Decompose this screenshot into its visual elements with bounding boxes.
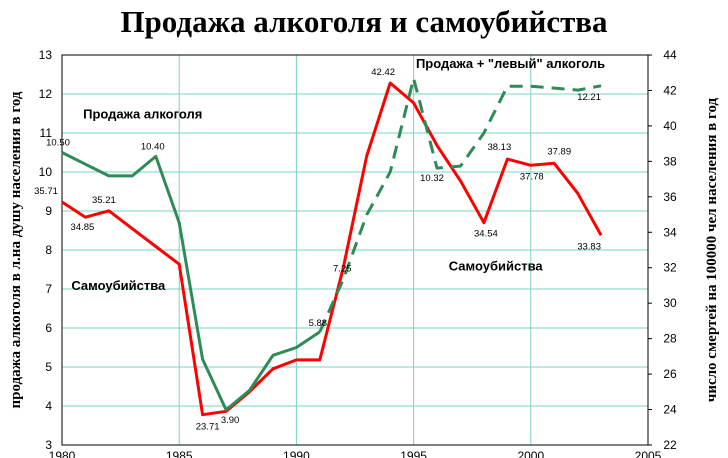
y-tick-label-right: 38 — [663, 154, 677, 168]
y-tick-label-left: 4 — [45, 399, 52, 413]
y-tick-label-left: 3 — [45, 438, 52, 452]
x-tick-label: 1995 — [400, 449, 427, 458]
data-label: 42.42 — [371, 67, 395, 78]
y-tick-label-right: 22 — [663, 438, 677, 452]
data-label: 35.21 — [92, 195, 116, 206]
data-label: 35.71 — [34, 186, 58, 197]
x-tick-label: 1990 — [283, 449, 310, 458]
y-tick-label-right: 44 — [663, 48, 677, 62]
y-tick-label-left: 10 — [39, 165, 53, 179]
series-line-0 — [61, 151, 321, 412]
data-label: 10.40 — [141, 141, 165, 152]
y-tick-label-right: 26 — [663, 367, 677, 381]
y-tick-label-right: 40 — [663, 119, 677, 133]
data-label: 10.50 — [46, 138, 70, 149]
annotation-label: Продажа алкоголя — [83, 107, 202, 122]
y-tick-label-right: 30 — [663, 296, 677, 310]
data-label: 33.83 — [577, 241, 601, 252]
series-line-1 — [318, 76, 602, 333]
y-tick-label-left: 8 — [45, 243, 52, 257]
annotation-label: Самоубийства — [71, 278, 166, 293]
annotations: Продажа алкоголя Продажа + "левый" алкого… — [71, 56, 605, 293]
data-label: 34.85 — [71, 222, 95, 233]
y-tick-label-left: 7 — [45, 282, 52, 296]
y-tick-label-left: 12 — [39, 87, 53, 101]
data-label: 3.90 — [221, 415, 240, 426]
y-tick-label-right: 24 — [663, 403, 677, 417]
y-tick-label-left: 6 — [45, 321, 52, 335]
chart-title: Продажа алкоголя и самоубийства — [120, 4, 608, 39]
y-tick-label-right: 42 — [663, 83, 677, 97]
plot-frame — [61, 54, 649, 446]
data-label: 38.13 — [487, 142, 511, 153]
data-label: 5.88 — [309, 318, 328, 329]
y-tick-label-right: 28 — [663, 332, 677, 346]
y-axis-label-right: число смертей на 100000 чел населения в … — [704, 97, 720, 402]
data-label: 34.54 — [474, 229, 498, 240]
data-label: 7.25 — [333, 263, 352, 274]
y-tick-label-right: 34 — [663, 225, 677, 239]
data-label: 37.89 — [547, 146, 571, 157]
y-tick-label-left: 11 — [40, 126, 53, 140]
x-tick-label: 2005 — [635, 449, 662, 458]
data-label: 37.78 — [520, 171, 544, 182]
data-labels: 10.50 10.40 3.90 5.88 7.25 10.32 12.21 35.71 34.… — [34, 67, 601, 433]
y-tick-label-left: 13 — [39, 48, 53, 62]
y-tick-label-right: 32 — [663, 261, 677, 275]
tick-labels: 1980 1985 1990 1995 2000 20053456789101112132… — [39, 48, 677, 458]
data-label: 23.71 — [196, 422, 220, 433]
y-tick-label-right: 36 — [663, 190, 677, 204]
series-line-2 — [61, 81, 603, 417]
x-tick-label: 1980 — [49, 449, 76, 458]
data-label: 10.32 — [420, 173, 444, 184]
y-tick-label-left: 5 — [45, 360, 52, 374]
x-tick-label: 2000 — [517, 449, 544, 458]
y-tick-label-left: 9 — [45, 204, 52, 218]
annotation-label: Самоубийства — [449, 259, 544, 274]
series-layer — [61, 76, 603, 417]
annotation-label: Продажа + "левый" алкоголь — [416, 56, 605, 71]
x-tick-label: 1985 — [166, 449, 193, 458]
data-label: 12.21 — [577, 92, 601, 103]
y-axis-label-left: продажа алкоголя в л.на душу населения в… — [8, 91, 24, 408]
